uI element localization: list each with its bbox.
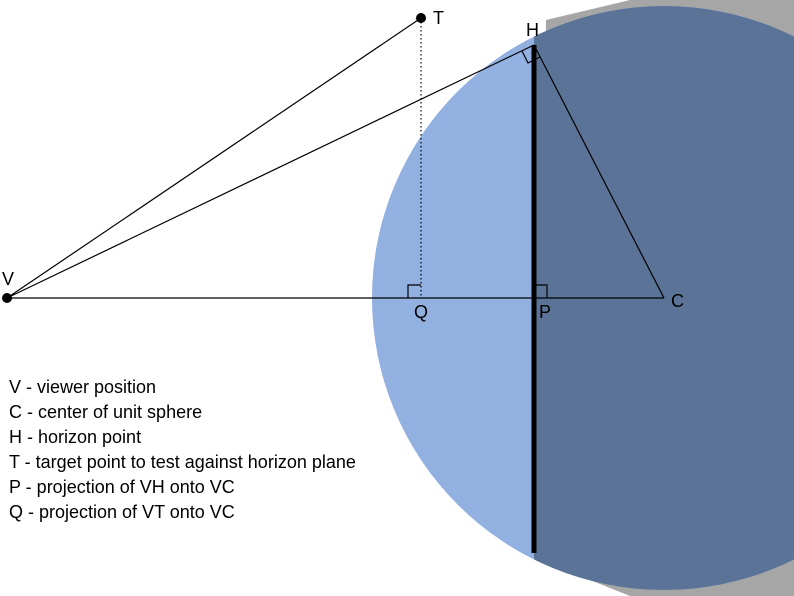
legend-item-V: V - viewer position <box>9 377 157 397</box>
right-angle-Q <box>407 284 421 298</box>
legend-item-Q: Q - projection of VT onto VC <box>9 502 235 522</box>
label-T: T <box>433 8 444 28</box>
label-Q: Q <box>414 302 428 322</box>
right-angle-H <box>521 50 541 64</box>
legend-item-T: T - target point to test against horizon… <box>9 452 356 472</box>
line-HC <box>533 44 665 299</box>
legend: V - viewer position C - center of unit s… <box>9 375 356 525</box>
label-P: P <box>539 302 551 322</box>
label-C: C <box>671 291 684 311</box>
line-VH <box>6 44 535 299</box>
legend-item-P: P - projection of VH onto VC <box>9 477 235 497</box>
point-T-dot <box>416 13 426 23</box>
point-V-dot <box>2 293 12 303</box>
line-VT <box>6 17 422 299</box>
label-H: H <box>526 20 539 40</box>
label-V: V <box>2 269 14 289</box>
legend-item-H: H - horizon point <box>9 427 142 447</box>
right-angle-P <box>534 284 548 298</box>
legend-item-C: C - center of unit sphere <box>9 402 203 422</box>
